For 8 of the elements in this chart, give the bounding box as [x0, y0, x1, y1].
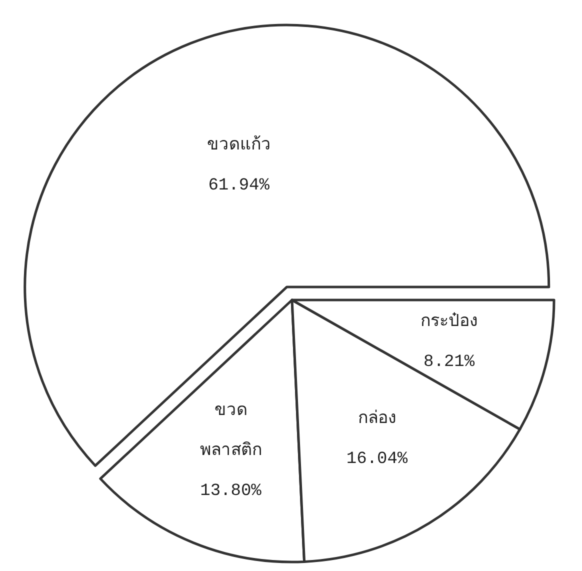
slice-label: กล่อง: [358, 408, 396, 429]
slice-label: กระป๋อง: [420, 312, 478, 332]
slice: ขวด พลาสติก 13.80%: [99, 298, 306, 563]
data-label: 61.94%: [208, 176, 270, 196]
data-label: 13.80%: [200, 482, 262, 501]
data-label: 16.04%: [346, 450, 408, 469]
data-label: 8.21%: [424, 352, 476, 372]
slice-label: ขวดแก้ว: [206, 136, 271, 156]
